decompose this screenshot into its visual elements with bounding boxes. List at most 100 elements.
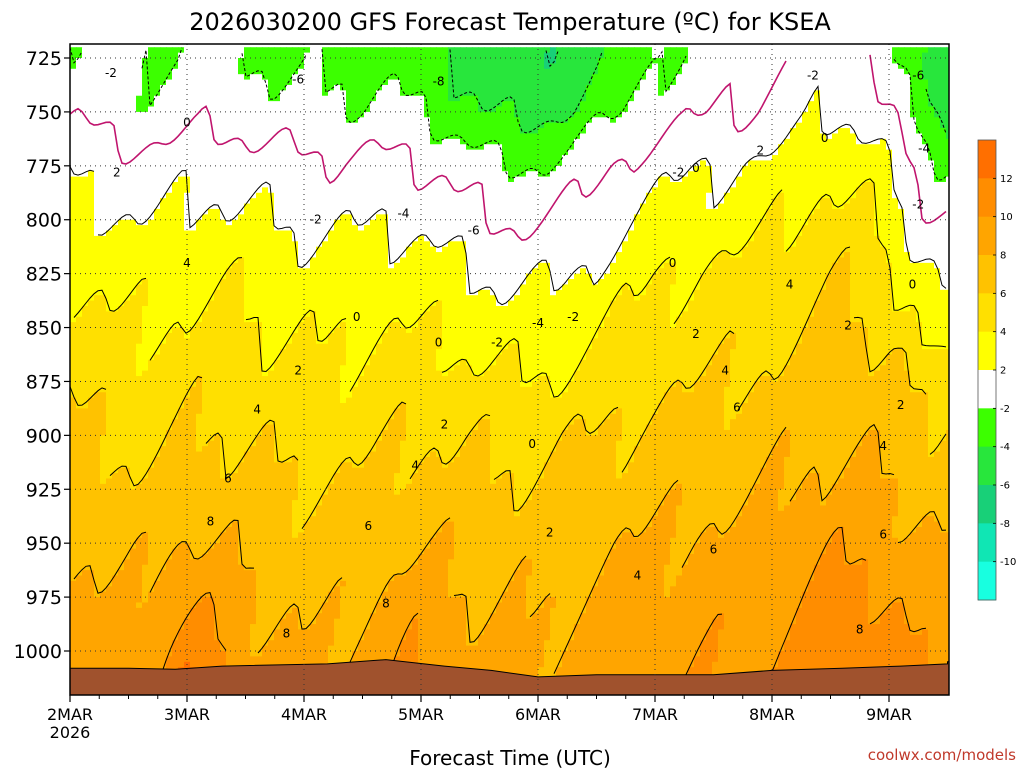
temperature-band (724, 532, 731, 695)
temperature-band (676, 381, 683, 485)
temperature-band (100, 235, 107, 296)
temperature-band (850, 322, 857, 458)
temperature-band (934, 181, 941, 269)
temperature-band (322, 494, 329, 604)
temperature-band (718, 252, 725, 345)
temperature-band (490, 144, 497, 296)
temperature-band (508, 473, 515, 582)
temperature-band (856, 47, 863, 145)
temperature-band (808, 316, 815, 474)
contour-label: 4 (411, 459, 419, 473)
temperature-band (538, 607, 545, 668)
temperature-band (862, 559, 869, 684)
temperature-band (394, 262, 401, 323)
temperature-band (460, 144, 467, 242)
temperature-band (916, 262, 923, 323)
temperature-band (784, 640, 791, 695)
temperature-band (826, 273, 833, 496)
temperature-band (772, 155, 779, 199)
temperature-band (292, 241, 299, 334)
temperature-band (268, 101, 275, 194)
temperature-band (412, 47, 419, 97)
temperature-band (94, 392, 101, 598)
temperature-band (304, 521, 311, 631)
temperature-band (748, 241, 755, 393)
temperature-band (766, 160, 773, 210)
temperature-band (454, 241, 461, 366)
contour-label: 2 (756, 144, 764, 158)
temperature-band (688, 392, 695, 555)
y-axis: 725 750 775 800 825 850 875 900 925 950 975 1000 (14, 48, 70, 663)
temperature-band (184, 397, 191, 544)
temperature-band (892, 63, 899, 199)
temperature-band (892, 516, 899, 539)
temperature-band (334, 618, 341, 695)
contour-label: 0 (821, 131, 829, 145)
temperature-band (760, 467, 767, 695)
contour-label: -2 (807, 68, 819, 82)
contour-label: -6 (468, 224, 480, 238)
temperature-band (538, 176, 545, 264)
temperature-band (766, 47, 773, 162)
temperature-band (766, 208, 773, 377)
temperature-band (652, 63, 659, 188)
temperature-band (136, 343, 143, 377)
temperature-band (100, 591, 107, 695)
temperature-band (214, 435, 221, 544)
contour-label: 0 (353, 310, 361, 324)
temperature-band (748, 392, 755, 496)
temperature-band (418, 235, 425, 318)
temperature-band (550, 171, 557, 296)
temperature-band (910, 47, 917, 118)
temperature-band (730, 257, 737, 334)
temperature-band (718, 537, 725, 614)
temperature-band (286, 230, 293, 345)
temperature-band (604, 117, 611, 275)
temperature-band (514, 295, 521, 345)
temperature-band (556, 165, 563, 291)
temperature-band (142, 58, 149, 113)
temperature-band (328, 332, 335, 485)
temperature-band (664, 392, 671, 496)
temperature-band (154, 580, 161, 690)
temperature-band (256, 74, 263, 194)
temperature-band (352, 225, 359, 388)
temperature-band (646, 68, 653, 194)
temperature-band (868, 144, 875, 183)
temperature-band (874, 144, 881, 237)
temperature-band (508, 181, 515, 302)
temperature-band (196, 47, 203, 221)
temperature-band (670, 47, 677, 86)
contour-line (70, 54, 947, 241)
temperature-band (508, 343, 515, 474)
temperature-band (742, 403, 749, 507)
temperature-band (370, 451, 377, 614)
temperature-band (292, 537, 299, 609)
temperature-band (724, 386, 731, 431)
temperature-band (724, 252, 731, 339)
temperature-band (712, 257, 719, 356)
temperature-band (442, 138, 449, 248)
temperature-band (652, 516, 659, 695)
temperature-band (424, 47, 431, 118)
temperature-band (406, 246, 413, 334)
temperature-band (796, 343, 803, 490)
temperature-band (502, 101, 509, 172)
temperature-band (904, 311, 911, 372)
temperature-band (742, 246, 749, 404)
temperature-band (256, 47, 263, 75)
temperature-band (436, 47, 443, 145)
temperature-band (832, 47, 839, 135)
temperature-band (136, 602, 143, 609)
temperature-band (652, 413, 659, 517)
temperature-band (898, 47, 905, 70)
temperature-band (574, 624, 581, 695)
temperature-band (166, 79, 173, 194)
temperature-band (598, 47, 605, 59)
temperature-band (724, 338, 731, 388)
y-tick-label: 900 (26, 425, 62, 447)
x-axis-label: Forecast Time (UTC) (409, 746, 611, 768)
temperature-band (250, 74, 257, 199)
temperature-band (448, 241, 455, 372)
temperature-band (706, 268, 713, 366)
